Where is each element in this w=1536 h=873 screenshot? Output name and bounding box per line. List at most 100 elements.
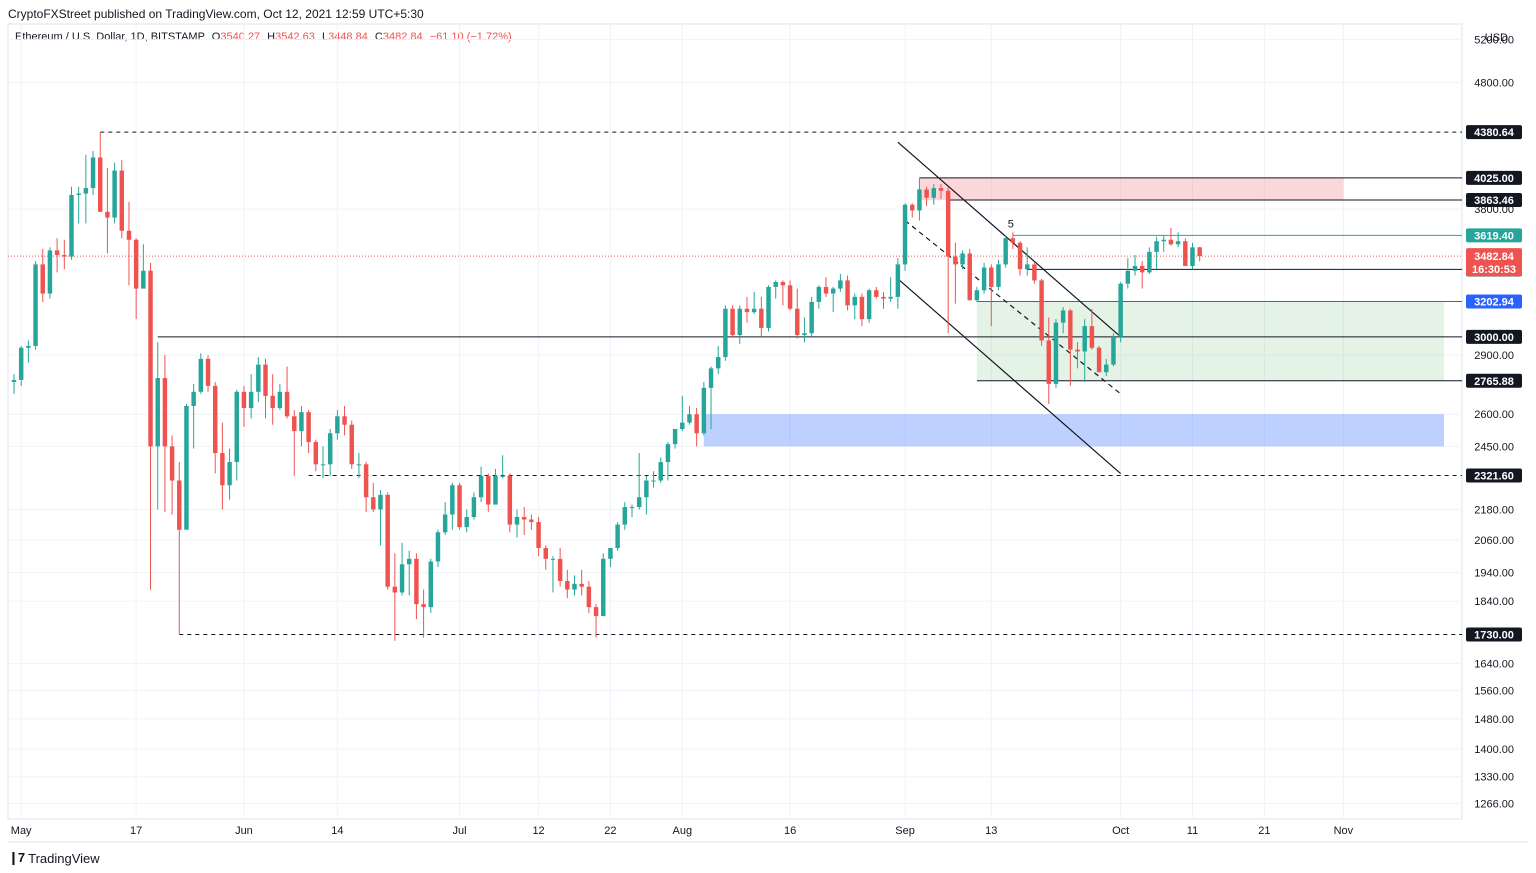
- candle-body: [1046, 340, 1052, 384]
- candle: [1024, 247, 1030, 276]
- candle-body: [802, 333, 807, 336]
- level-label-box: [1466, 468, 1522, 483]
- x-tick-label: 12: [532, 825, 544, 837]
- candle-body: [759, 308, 764, 328]
- candle-body: [557, 558, 563, 582]
- candle: [184, 403, 189, 530]
- candle: [1010, 232, 1016, 249]
- candle-body: [263, 364, 268, 396]
- candle: [313, 439, 319, 472]
- candle-body: [859, 296, 865, 320]
- y-tick-label: 1480.00: [1474, 714, 1514, 726]
- level-lines: [8, 131, 1462, 636]
- candle-body: [435, 532, 441, 562]
- symbol-name: Ethereum / U.S. Dollar, 1D, BITSTAMP: [15, 31, 205, 43]
- x-tick-label: 16: [784, 825, 796, 837]
- time-axis[interactable]: May 17 Jun 14 Jul 12 22 Aug 16 Sep 13 Oct 11 21 Nov: [11, 825, 1354, 837]
- candle: [888, 277, 893, 302]
- candle-body: [622, 507, 628, 525]
- candle-body: [723, 308, 728, 358]
- candle-body: [529, 519, 534, 523]
- candle-body: [277, 391, 283, 409]
- candle: [938, 183, 944, 200]
- candle-body: [730, 308, 735, 336]
- countdown-text: 16:30:53: [1472, 264, 1516, 276]
- candle: [169, 435, 175, 515]
- candle: [363, 462, 369, 512]
- candle-body: [33, 264, 38, 346]
- candle: [378, 490, 383, 546]
- candle: [550, 556, 556, 593]
- candle-body: [371, 497, 376, 510]
- x-tick-label: Jun: [235, 825, 253, 837]
- candle: [277, 383, 283, 411]
- candle: [335, 410, 340, 440]
- candle: [414, 553, 419, 620]
- blue-zone: [703, 414, 1444, 447]
- candle: [493, 468, 498, 505]
- candle-body: [1197, 247, 1202, 257]
- candle: [910, 203, 915, 218]
- candle: [917, 178, 922, 221]
- candle: [931, 183, 937, 205]
- y-tick-label: 1330.00: [1474, 772, 1514, 784]
- candle: [90, 151, 96, 195]
- candle-body: [701, 387, 707, 434]
- candle-body: [974, 290, 980, 301]
- candle: [234, 389, 239, 481]
- candle: [1075, 342, 1080, 369]
- candle-body: [141, 270, 146, 289]
- candle-body: [112, 170, 117, 218]
- candle: [608, 548, 613, 568]
- candle-body: [292, 416, 297, 432]
- candle: [47, 247, 53, 299]
- level-label-text: 3619.40: [1474, 230, 1514, 242]
- candle: [974, 286, 980, 302]
- candle-body: [572, 583, 577, 590]
- candle: [658, 457, 663, 483]
- candle-body: [1147, 251, 1152, 273]
- candle: [615, 522, 620, 551]
- candle: [292, 410, 297, 476]
- level-label-box: [1466, 193, 1522, 208]
- candle: [830, 286, 836, 313]
- candle-body: [1139, 265, 1145, 273]
- candle-body: [960, 253, 965, 265]
- candle: [126, 201, 132, 286]
- candle: [1125, 258, 1131, 289]
- candle-body: [687, 414, 692, 423]
- candle-body: [406, 558, 412, 565]
- candle: [981, 262, 987, 294]
- low-value: 3448.84: [328, 31, 368, 43]
- candle: [1032, 262, 1037, 284]
- candle-body: [241, 391, 247, 409]
- candle-body: [148, 270, 153, 447]
- candle: [723, 305, 728, 361]
- candle-body: [881, 296, 886, 299]
- candle-body: [658, 462, 663, 481]
- candle-body: [1168, 239, 1174, 245]
- candle: [960, 250, 965, 270]
- tradingview-branding[interactable]: ❙7 TradingView: [8, 850, 100, 866]
- candle: [83, 154, 89, 224]
- candle: [1139, 261, 1145, 289]
- candle: [665, 441, 671, 481]
- x-tick-label: Nov: [1334, 825, 1354, 837]
- candle-body: [83, 188, 89, 194]
- candle: [327, 428, 333, 476]
- price-axis[interactable]: 5200.004800.003800.002900.002600.002450.…: [1474, 32, 1514, 810]
- candle-body: [931, 188, 937, 198]
- x-tick-label: 17: [130, 825, 142, 837]
- candle: [191, 383, 196, 449]
- candle-body: [1075, 349, 1080, 352]
- y-tick-label: 1400.00: [1474, 744, 1514, 756]
- candle: [859, 293, 865, 327]
- candle-body: [299, 412, 304, 432]
- candle-body: [816, 286, 822, 302]
- candle-body: [744, 308, 750, 313]
- candle: [766, 285, 771, 332]
- x-tick-label: Oct: [1112, 825, 1129, 837]
- candle-body: [737, 308, 743, 336]
- candle-body: [105, 211, 110, 218]
